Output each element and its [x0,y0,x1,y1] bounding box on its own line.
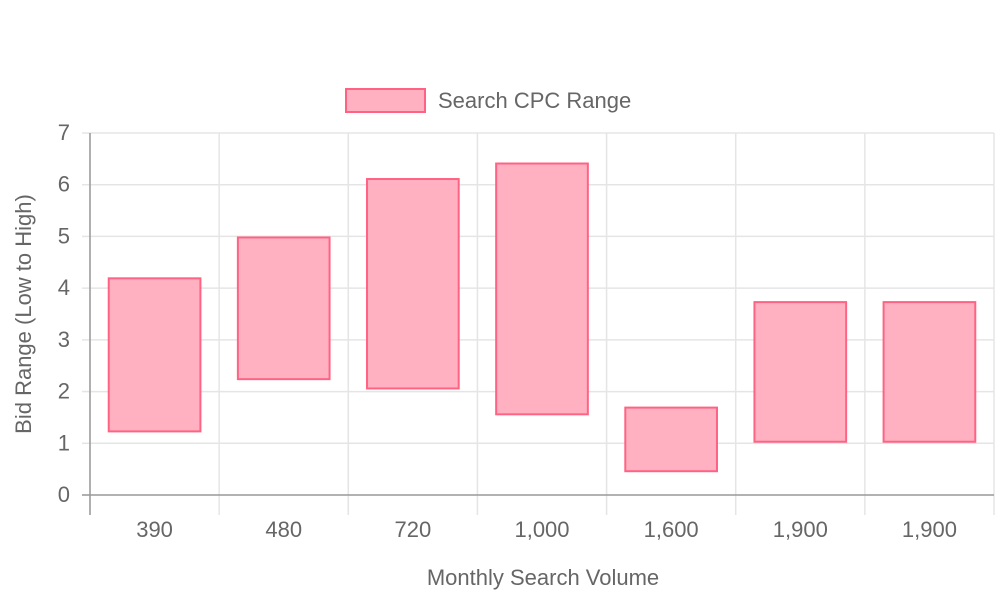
bar[interactable] [366,178,460,390]
bar[interactable] [107,277,202,433]
y-tick-label: 3 [58,327,70,352]
y-tick-label: 2 [58,379,70,404]
y-tick-label: 4 [58,275,70,300]
x-tick-labels: 390 480 720 1,000 1,600 1,900 1,900 [136,517,957,542]
bar[interactable] [882,301,977,443]
x-tick-label: 390 [136,517,173,542]
y-tick-label: 0 [58,482,70,507]
y-tick-label: 1 [58,430,70,455]
x-tick-label: 480 [265,517,302,542]
x-tick-label: 1,600 [644,517,699,542]
x-axis-title: Monthly Search Volume [427,565,659,590]
bar[interactable] [495,162,589,416]
x-tick-label: 1,000 [514,517,569,542]
x-tick-label: 720 [394,517,431,542]
y-tick-label: 5 [58,223,70,248]
y-tick-labels: 0 1 2 3 4 5 6 7 [58,120,70,507]
bar[interactable] [624,406,718,473]
y-tick-label: 6 [58,172,70,197]
bar[interactable] [236,236,331,381]
x-tick-label: 1,900 [902,517,957,542]
x-tick-label: 1,900 [773,517,828,542]
legend-swatch[interactable] [345,88,426,113]
legend-label[interactable]: Search CPC Range [438,88,631,113]
y-tick-label: 7 [58,120,70,145]
bar[interactable] [753,301,848,443]
legend[interactable]: Search CPC Range [345,88,631,113]
axes [82,132,994,515]
bars [107,162,977,473]
y-axis-title: Bid Range (Low to High) [11,194,36,434]
